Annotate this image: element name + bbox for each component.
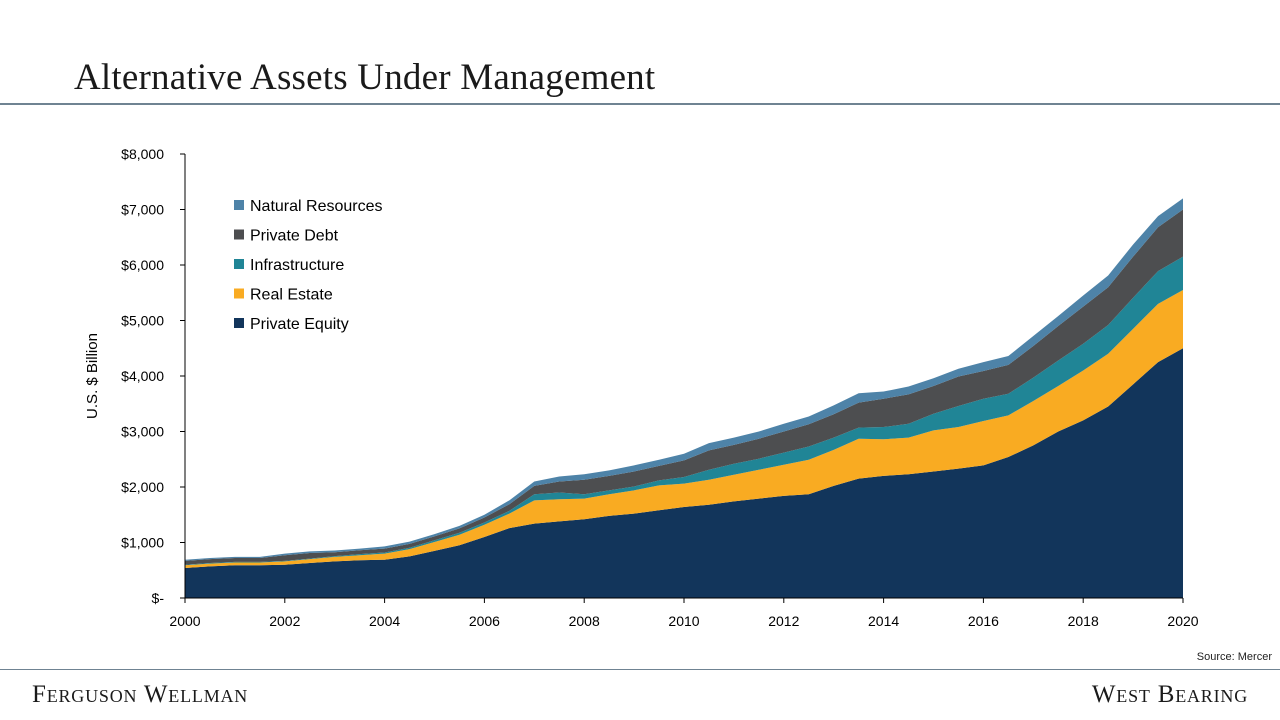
legend-swatch (234, 288, 244, 299)
x-tick-label: 2012 (768, 613, 799, 629)
area-infrastructure (185, 256, 1183, 566)
legend-swatch (234, 200, 244, 210)
stacked-area-chart: $- $1,000 $2,000 $3,000 $4,000 $5,000 $6,000 $7… (84, 146, 1199, 629)
footer-divider (0, 669, 1280, 670)
y-tick-label: $7,000 (121, 202, 164, 218)
x-tick-label: 2000 (169, 613, 200, 629)
x-tick-label: 2018 (1068, 613, 1099, 629)
y-tick-label: $8,000 (121, 146, 164, 162)
x-tick-label: 2006 (469, 613, 500, 629)
brand-logo-west-bearing: West Bearing (1091, 681, 1248, 708)
area-private-debt (185, 209, 1183, 565)
x-tick-label: 2020 (1167, 613, 1198, 629)
legend-label: Natural Resources (250, 198, 383, 215)
y-tick-label: $3,000 (121, 424, 164, 440)
area-real-estate (185, 289, 1183, 569)
page-title: Alternative Assets Under Management (74, 57, 656, 98)
y-tick-label: $6,000 (121, 257, 164, 273)
y-tick-label: $2,000 (121, 479, 164, 495)
y-axis-label: U.S. $ Billion (84, 333, 101, 419)
x-tick-label: 2016 (968, 613, 999, 629)
y-tick-label: $5,000 (121, 313, 164, 329)
source-note: Source: Mercer (1196, 651, 1272, 663)
area-private-equity (185, 348, 1183, 598)
x-tick-label: 2010 (668, 613, 699, 629)
y-tick-label: $- (152, 590, 165, 606)
legend-label: Real Estate (250, 287, 333, 304)
legend-swatch (234, 318, 244, 328)
header-divider (0, 103, 1280, 105)
legend-label: Private Debt (250, 228, 339, 245)
x-tick-label: 2002 (269, 613, 300, 629)
legend-label: Private Equity (250, 316, 349, 333)
legend-swatch (234, 229, 244, 240)
y-tick-label: $1,000 (121, 535, 164, 551)
legend-label: Infrastructure (250, 257, 344, 274)
legend-swatch (234, 259, 244, 269)
x-tick-label: 2014 (868, 613, 899, 629)
x-tick-label: 2004 (369, 613, 400, 629)
x-tick-label: 2008 (569, 613, 600, 629)
y-tick-label: $4,000 (121, 368, 164, 384)
brand-logo-ferguson-wellman: Ferguson Wellman (32, 681, 249, 708)
